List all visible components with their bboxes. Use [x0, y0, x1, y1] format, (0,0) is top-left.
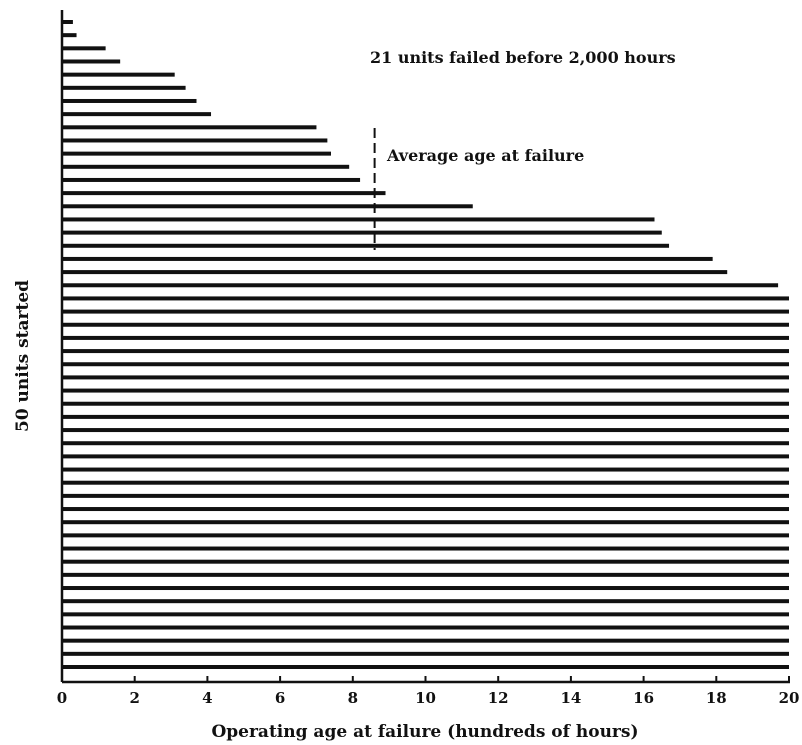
- x-tick-label-10: 10: [415, 689, 436, 707]
- x-tick-label-12: 12: [488, 689, 509, 707]
- bar-unit-23: [62, 309, 789, 314]
- bar-unit-14: [62, 191, 386, 196]
- bar-unit-27: [62, 362, 789, 367]
- bar-unit-5: [62, 72, 175, 77]
- bar-unit-41: [62, 546, 789, 551]
- bar-unit-31: [62, 414, 789, 419]
- bar-unit-34: [62, 454, 789, 459]
- bar-unit-47: [62, 625, 789, 630]
- bar-unit-30: [62, 401, 789, 406]
- bar-unit-28: [62, 375, 789, 380]
- x-tick-label-14: 14: [560, 689, 581, 707]
- bar-unit-44: [62, 586, 789, 591]
- axes-group: [60, 10, 790, 684]
- bar-unit-3: [62, 46, 106, 51]
- bar-unit-45: [62, 599, 789, 604]
- bar-unit-32: [62, 428, 789, 433]
- bar-unit-25: [62, 335, 789, 340]
- bar-unit-19: [62, 256, 713, 261]
- bar-unit-29: [62, 388, 789, 393]
- ticks-group: 0 2 4 6 8 10 12 14 16 18 20: [57, 676, 800, 707]
- bar-unit-50: [62, 665, 789, 669]
- bar-unit-15: [62, 204, 473, 209]
- bar-unit-7: [62, 98, 197, 103]
- bar-unit-4: [62, 59, 121, 64]
- bar-unit-22: [62, 296, 789, 301]
- bar-unit-35: [62, 467, 789, 472]
- y-axis-title: 50 units started: [13, 280, 33, 432]
- x-tick-label-8: 8: [348, 689, 358, 707]
- x-tick-label-4: 4: [202, 689, 212, 707]
- bar-unit-16: [62, 217, 655, 222]
- bar-unit-13: [62, 177, 361, 182]
- bar-unit-2: [62, 33, 77, 38]
- bar-unit-49: [62, 651, 789, 656]
- bar-unit-46: [62, 612, 789, 617]
- bar-unit-42: [62, 559, 789, 564]
- bar-unit-40: [62, 533, 789, 538]
- bar-unit-48: [62, 638, 789, 643]
- bar-unit-38: [62, 507, 789, 512]
- bars-group: [62, 20, 789, 669]
- bar-unit-37: [62, 493, 789, 498]
- x-axis-title: Operating age at failure (hundreds of ho…: [211, 722, 638, 742]
- bar-unit-43: [62, 572, 789, 577]
- x-tick-label-16: 16: [633, 689, 654, 707]
- bar-unit-21: [62, 283, 779, 288]
- bar-unit-24: [62, 322, 789, 327]
- x-tick-label-18: 18: [706, 689, 727, 707]
- bar-unit-9: [62, 125, 317, 130]
- bar-unit-20: [62, 270, 728, 275]
- bar-unit-33: [62, 441, 789, 446]
- bar-unit-36: [62, 480, 789, 485]
- bar-unit-11: [62, 151, 331, 156]
- bar-unit-1: [62, 20, 73, 24]
- bar-unit-39: [62, 520, 789, 525]
- bar-unit-18: [62, 243, 670, 248]
- bar-unit-10: [62, 138, 328, 143]
- annotation-failed-count: 21 units failed before 2,000 hours: [370, 48, 676, 67]
- bar-unit-26: [62, 349, 789, 354]
- bar-unit-8: [62, 112, 212, 117]
- bar-unit-17: [62, 230, 662, 235]
- x-tick-label-2: 2: [129, 689, 139, 707]
- reference-line-label: Average age at failure: [386, 146, 584, 165]
- bar-unit-6: [62, 85, 186, 90]
- x-tick-label-6: 6: [275, 689, 285, 707]
- bar-unit-12: [62, 164, 350, 169]
- x-tick-label-0: 0: [57, 689, 67, 707]
- x-tick-label-20: 20: [779, 689, 800, 707]
